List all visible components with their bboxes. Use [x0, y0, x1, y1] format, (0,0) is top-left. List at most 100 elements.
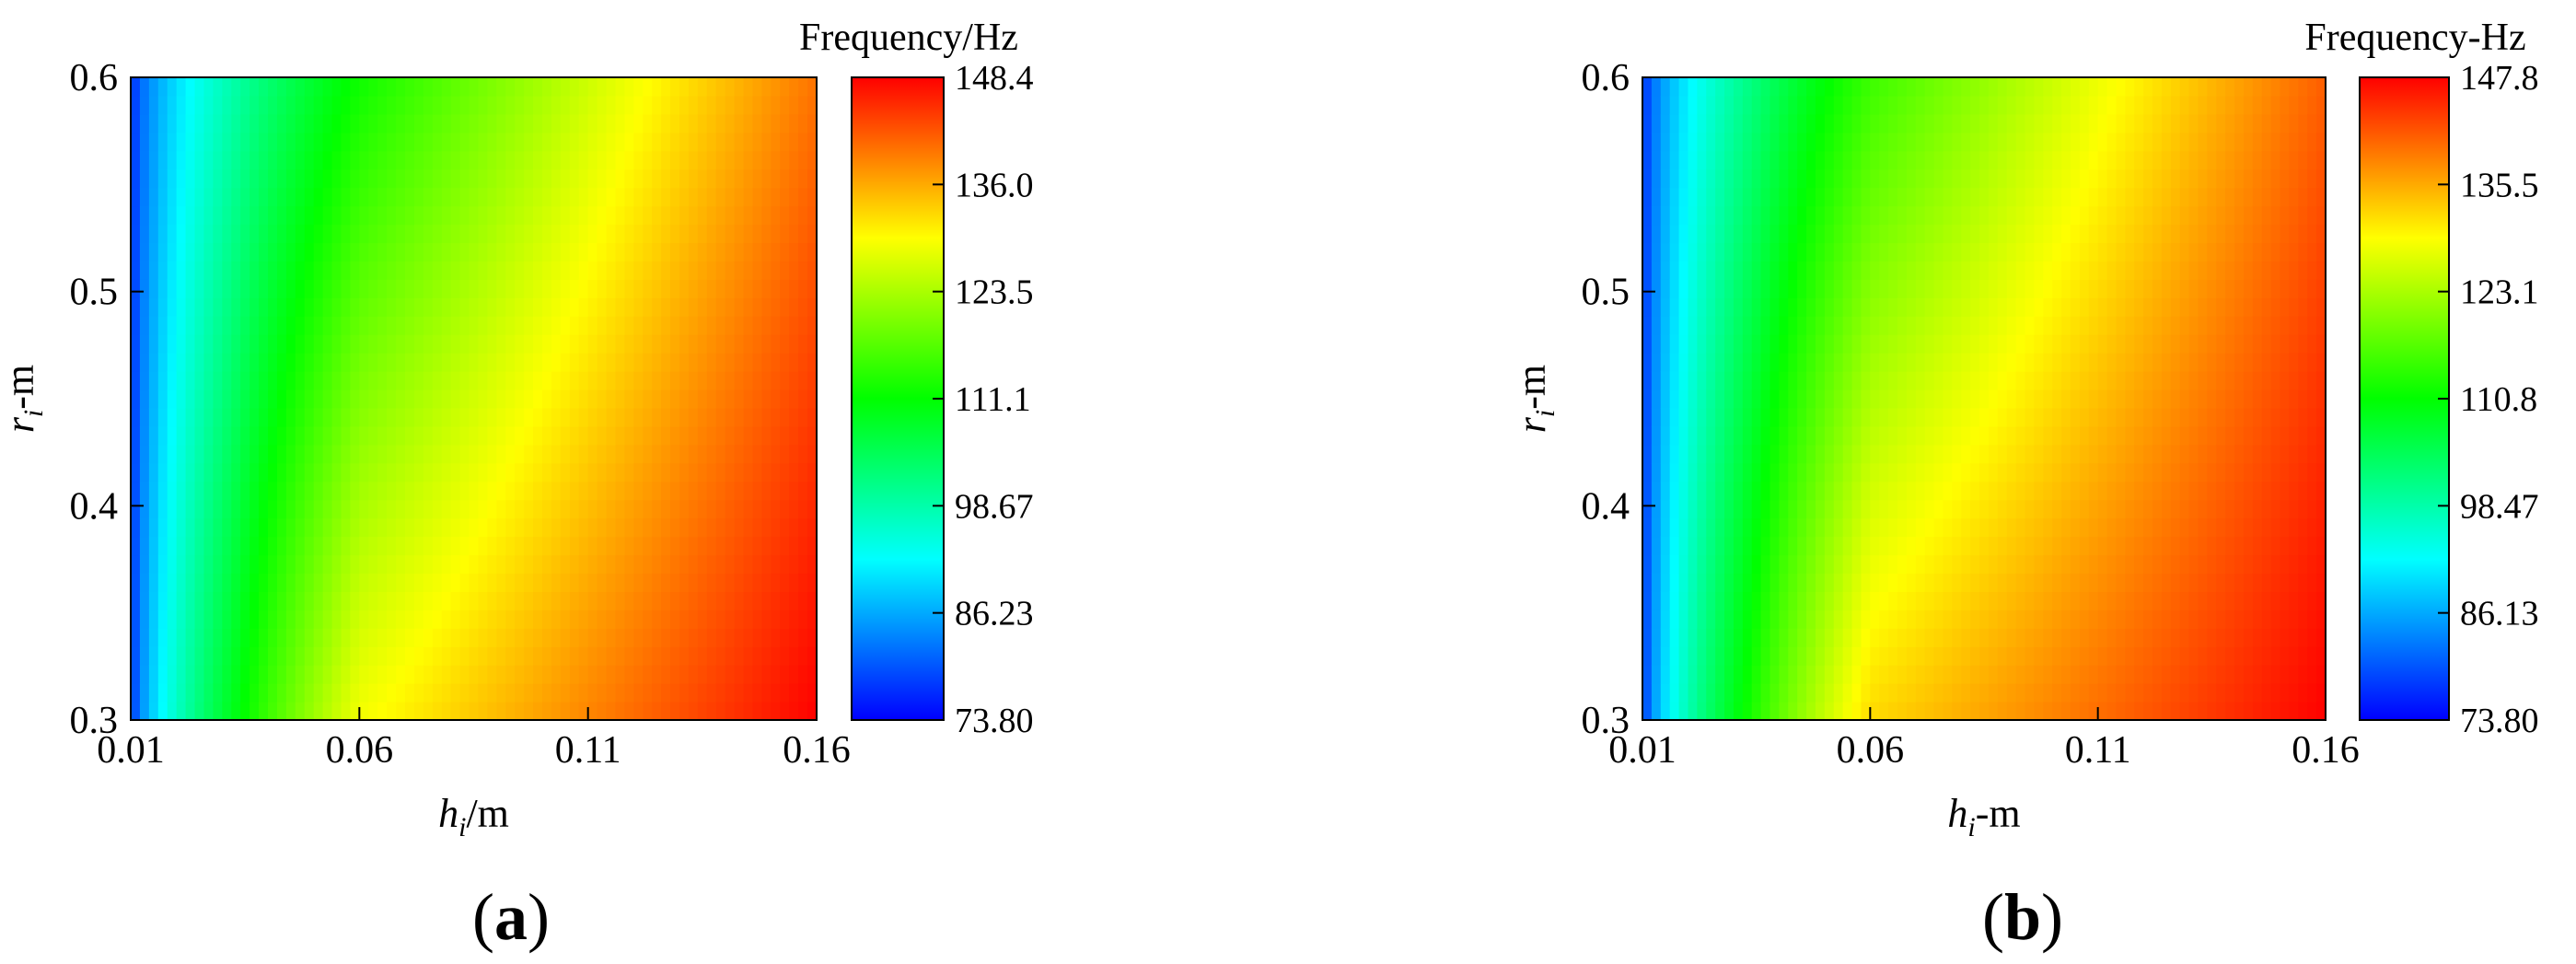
heatmap-cell: [1842, 462, 1853, 482]
heatmap-cell: [167, 316, 178, 335]
heatmap-cell: [2088, 683, 2099, 703]
heatmap-cell: [432, 665, 443, 684]
heatmap-cell: [643, 187, 653, 207]
heatmap-cell: [2006, 425, 2017, 446]
heatmap-cell: [1943, 297, 1953, 317]
heatmap-cell: [2161, 242, 2172, 262]
heatmap-cell: [1961, 462, 1971, 482]
heatmap-cell: [1879, 224, 1889, 244]
heatmap-cell: [752, 261, 762, 280]
heatmap-cell: [413, 683, 424, 703]
heatmap-cell: [1660, 389, 1671, 409]
heatmap-cell: [569, 242, 580, 262]
heatmap-cell: [1651, 517, 1662, 538]
heatmap-cell: [1651, 95, 1662, 115]
heatmap-cell: [587, 683, 598, 703]
heatmap-cell: [268, 665, 278, 684]
heatmap-cell: [1842, 77, 1853, 97]
heatmap-cell: [560, 95, 571, 115]
heatmap-cell: [1788, 95, 1798, 115]
heatmap-cell: [405, 425, 415, 446]
heatmap-cell: [469, 113, 480, 134]
heatmap-cell: [368, 242, 378, 262]
heatmap-cell: [2025, 407, 2036, 427]
heatmap-cell: [1824, 132, 1835, 152]
heatmap-cell: [478, 150, 488, 170]
heatmap-cell: [2015, 536, 2026, 556]
heatmap-cell: [341, 95, 351, 115]
heatmap-cell: [285, 389, 296, 409]
heatmap-cell: [203, 132, 214, 152]
heatmap-cell: [331, 444, 342, 464]
heatmap-cell: [633, 683, 644, 703]
heatmap-cell: [377, 353, 388, 372]
heatmap-cell: [2216, 665, 2226, 684]
heatmap-cell: [1688, 628, 1698, 647]
heatmap-cell: [350, 168, 360, 189]
heatmap-cell: [1979, 462, 1990, 482]
heatmap-cell: [2052, 462, 2062, 482]
heatmap-cell: [423, 444, 434, 464]
heatmap-cell: [688, 316, 699, 335]
heatmap-cell: [697, 95, 708, 115]
heatmap-cell: [2034, 150, 2044, 170]
heatmap-cell: [652, 499, 662, 519]
heatmap-cell: [1760, 132, 1771, 152]
heatmap-cell: [259, 610, 269, 629]
heatmap-cell: [1806, 573, 1816, 592]
heatmap-cell: [1870, 481, 1880, 501]
heatmap-cell: [798, 425, 808, 446]
heatmap-cell: [533, 444, 543, 464]
heatmap-cell: [2188, 683, 2199, 703]
heatmap-cell: [1897, 425, 1908, 446]
heatmap-cell: [450, 554, 461, 575]
heatmap-cell: [606, 536, 617, 556]
heatmap-cell: [2061, 444, 2071, 464]
heatmap-cell: [139, 610, 150, 629]
heatmap-cell: [1760, 353, 1771, 372]
heatmap-cell: [715, 591, 726, 610]
heatmap-cell: [2161, 353, 2172, 372]
heatmap-cell: [578, 481, 589, 501]
heatmap-cell: [387, 279, 397, 298]
heatmap-cell: [203, 702, 214, 721]
heatmap-cell: [633, 554, 644, 575]
heatmap-cell: [2188, 132, 2199, 152]
heatmap-cell: [1678, 224, 1689, 244]
heatmap-cell: [396, 683, 406, 703]
heatmap-cell: [1933, 242, 1944, 262]
heatmap-cell: [780, 683, 790, 703]
heatmap-cell: [185, 205, 196, 226]
heatmap-cell: [295, 279, 306, 298]
heatmap-cell: [524, 444, 534, 464]
heatmap-cell: [1933, 113, 1944, 134]
heatmap-cell: [807, 481, 818, 501]
heatmap-cell: [441, 371, 452, 390]
heatmap-cell: [624, 665, 634, 684]
heatmap-cell: [688, 573, 699, 592]
heatmap-cell: [441, 462, 452, 482]
heatmap-cell: [761, 297, 772, 317]
heatmap-cell: [423, 113, 434, 134]
heatmap-cell: [652, 683, 662, 703]
heatmap-cell: [1669, 591, 1680, 610]
heatmap-cell: [240, 168, 250, 189]
heatmap-cell: [377, 297, 388, 317]
heatmap-cell: [1788, 371, 1798, 390]
heatmap-cell: [478, 187, 488, 207]
heatmap-cell: [405, 77, 415, 97]
heatmap-cell: [2198, 371, 2208, 390]
heatmap-cell: [597, 297, 608, 317]
heatmap-cell: [2070, 95, 2081, 115]
heatmap-cell: [1797, 610, 1807, 629]
heatmap-cell: [359, 665, 369, 684]
heatmap-cell: [2116, 77, 2126, 97]
heatmap-cell: [1961, 683, 1971, 703]
heatmap-cell: [2125, 628, 2135, 647]
heatmap-cell: [231, 261, 241, 280]
heatmap-cell: [2043, 444, 2053, 464]
heatmap-cell: [139, 297, 150, 317]
heatmap-cell: [1706, 132, 1716, 152]
heatmap-cell: [1906, 205, 1917, 226]
heatmap-cell: [560, 628, 571, 647]
